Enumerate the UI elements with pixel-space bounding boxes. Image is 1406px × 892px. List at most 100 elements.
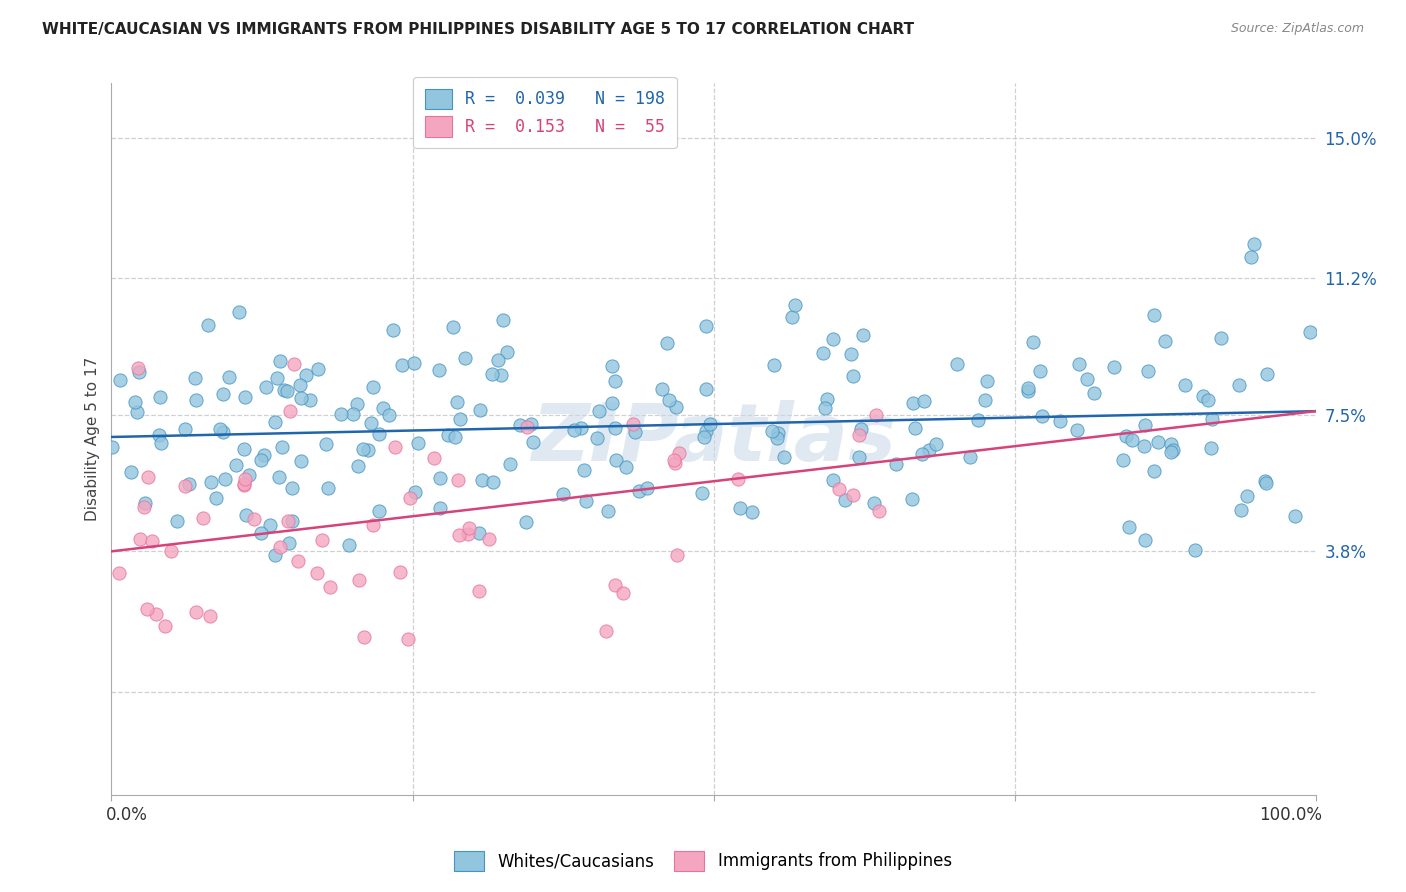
Point — [127, 405, 149, 419]
Point — [569, 420, 592, 434]
Point — [447, 473, 470, 487]
Point — [225, 458, 247, 472]
Point — [621, 417, 644, 431]
Point — [728, 501, 751, 516]
Point — [1256, 368, 1278, 382]
Point — [1121, 434, 1143, 448]
Point — [600, 359, 623, 373]
Point — [468, 526, 491, 541]
Point — [666, 548, 689, 562]
Point — [762, 358, 785, 372]
Point — [471, 473, 494, 487]
Point — [1147, 435, 1170, 450]
Point — [478, 533, 501, 547]
Point — [127, 360, 149, 375]
Point — [1022, 334, 1045, 349]
Point — [868, 504, 890, 518]
Point — [384, 440, 406, 454]
Point — [198, 608, 221, 623]
Point — [1229, 502, 1251, 516]
Point — [651, 383, 673, 397]
Point — [447, 528, 470, 542]
Point — [699, 417, 721, 431]
Point — [441, 320, 464, 334]
Point — [353, 630, 375, 644]
Point — [357, 443, 380, 458]
Point — [443, 430, 465, 444]
Point — [263, 415, 285, 429]
Point — [212, 387, 235, 401]
Point — [1199, 441, 1222, 455]
Y-axis label: Disability Age 5 to 17: Disability Age 5 to 17 — [86, 357, 100, 521]
Point — [155, 619, 177, 633]
Point — [918, 442, 941, 457]
Point — [277, 514, 299, 528]
Point — [811, 345, 834, 359]
Point — [1201, 411, 1223, 425]
Point — [901, 396, 924, 410]
Point — [429, 471, 451, 485]
Point — [346, 396, 368, 410]
Text: WHITE/CAUCASIAN VS IMMIGRANTS FROM PHILIPPINES DISABILITY AGE 5 TO 17 CORRELATIO: WHITE/CAUCASIAN VS IMMIGRANTS FROM PHILI… — [42, 22, 914, 37]
Point — [1112, 453, 1135, 467]
Point — [446, 394, 468, 409]
Point — [516, 419, 538, 434]
Point — [901, 492, 924, 507]
Point — [823, 473, 845, 487]
Point — [437, 428, 460, 442]
Point — [290, 454, 312, 468]
Point — [865, 408, 887, 422]
Point — [1160, 445, 1182, 459]
Point — [238, 468, 260, 483]
Point — [1227, 378, 1250, 392]
Point — [848, 450, 870, 464]
Point — [290, 391, 312, 405]
Point — [814, 401, 837, 415]
Point — [1184, 542, 1206, 557]
Point — [595, 624, 617, 638]
Point — [1049, 414, 1071, 428]
Point — [183, 371, 205, 385]
Legend: R =  0.039   N = 198, R =  0.153   N =  55: R = 0.039 N = 198, R = 0.153 N = 55 — [413, 77, 676, 148]
Point — [780, 310, 803, 325]
Point — [486, 352, 509, 367]
Point — [1192, 389, 1215, 403]
Point — [848, 428, 870, 442]
Point — [727, 472, 749, 486]
Point — [614, 459, 637, 474]
Point — [427, 363, 450, 377]
Point — [269, 540, 291, 554]
Point — [124, 395, 146, 409]
Point — [429, 501, 451, 516]
Point — [668, 446, 690, 460]
Point — [741, 505, 763, 519]
Point — [605, 452, 627, 467]
Point — [449, 412, 471, 426]
Point — [110, 374, 132, 388]
Text: 0.0%: 0.0% — [105, 805, 148, 824]
Point — [1066, 423, 1088, 437]
Point — [655, 335, 678, 350]
Point — [974, 392, 997, 407]
Point — [884, 457, 907, 471]
Point — [368, 427, 391, 442]
Point — [342, 407, 364, 421]
Point — [281, 515, 304, 529]
Point — [307, 566, 329, 581]
Point — [276, 384, 298, 398]
Point — [605, 374, 627, 388]
Point — [834, 493, 856, 508]
Point — [785, 298, 807, 312]
Point — [101, 440, 124, 454]
Legend: Whites/Caucasians, Immigrants from Philippines: Whites/Caucasians, Immigrants from Phili… — [446, 842, 960, 880]
Point — [509, 417, 531, 432]
Point — [269, 354, 291, 368]
Point — [208, 422, 231, 436]
Point — [254, 380, 277, 394]
Point — [492, 313, 515, 327]
Point — [1115, 428, 1137, 442]
Point — [564, 423, 586, 437]
Point — [132, 500, 155, 515]
Point — [259, 518, 281, 533]
Point — [298, 392, 321, 407]
